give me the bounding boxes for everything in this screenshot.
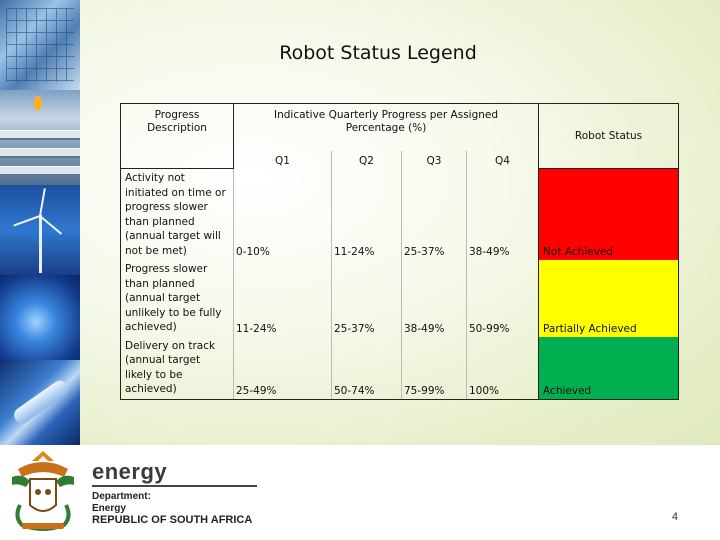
row-q4-value: 38-49% bbox=[465, 168, 539, 260]
row-q3-value: 38-49% bbox=[401, 260, 467, 337]
header-progress-description: Progress Description bbox=[120, 103, 234, 169]
row-q1-value: 11-24% bbox=[233, 260, 332, 337]
header-q2: Q2 bbox=[331, 150, 402, 169]
coat-of-arms-icon bbox=[12, 451, 74, 531]
table-row: Activity not initiated on time or progre… bbox=[120, 168, 680, 260]
energy-wordmark: energy bbox=[92, 459, 168, 484]
header-q1: Q1 bbox=[275, 154, 290, 167]
footer: energy Department: Energy REPUBLIC OF SO… bbox=[0, 445, 720, 540]
status-achieved: Achieved bbox=[538, 336, 680, 400]
row-q2-value: 50-74% bbox=[331, 336, 402, 400]
row-q3-value: 75-99% bbox=[401, 336, 467, 400]
row-q3-value: 25-37% bbox=[401, 168, 467, 260]
page-number: 4 bbox=[671, 511, 678, 523]
table-row: Progress slower than planned (annual tar… bbox=[120, 260, 680, 337]
header-indicative-line1: Indicative Quarterly Progress per Assign… bbox=[274, 109, 499, 121]
status-not-achieved: Not Achieved bbox=[538, 168, 680, 260]
header-q4: Q4 bbox=[465, 150, 539, 169]
header-q3: Q3 bbox=[401, 150, 467, 169]
table-row: Delivery on track (annual target likely … bbox=[120, 336, 680, 400]
wordmark-divider bbox=[92, 485, 257, 487]
header-progress-line2: Description bbox=[147, 122, 207, 134]
left-image-strip bbox=[0, 0, 80, 445]
row-q4-value: 100% bbox=[465, 336, 539, 400]
row-q1-value: 25-49% bbox=[233, 336, 332, 400]
row-description: Delivery on track (annual target likely … bbox=[120, 336, 234, 400]
header-progress-line1: Progress bbox=[154, 109, 200, 121]
header-robot-status: Robot Status bbox=[538, 103, 680, 169]
status-partially-achieved: Partially Achieved bbox=[538, 260, 680, 337]
row-q2-value: 11-24% bbox=[331, 168, 402, 260]
header-indicative-line2: Percentage (%) bbox=[345, 122, 427, 134]
department-label: Department: bbox=[92, 491, 151, 502]
solar-panels-image bbox=[0, 0, 80, 90]
row-description: Progress slower than planned (annual tar… bbox=[120, 260, 234, 337]
row-q2-value: 25-37% bbox=[331, 260, 402, 337]
department-name: Energy bbox=[92, 503, 126, 514]
status-legend-table: Progress Description Indicative Quarterl… bbox=[120, 103, 680, 400]
row-q4-value: 50-99% bbox=[465, 260, 539, 337]
slide-title: Robot Status Legend bbox=[279, 42, 477, 64]
row-description: Activity not initiated on time or progre… bbox=[120, 168, 234, 260]
country-name: REPUBLIC OF SOUTH AFRICA bbox=[92, 514, 253, 526]
gas-pipes-image bbox=[0, 90, 80, 185]
gas-flame-image bbox=[0, 275, 80, 360]
fluorescent-tube-image bbox=[0, 360, 80, 445]
wind-turbine-image bbox=[0, 185, 80, 275]
header-indicative-progress: Indicative Quarterly Progress per Assign… bbox=[233, 103, 539, 151]
row-q1-value: 0-10% bbox=[233, 168, 332, 260]
